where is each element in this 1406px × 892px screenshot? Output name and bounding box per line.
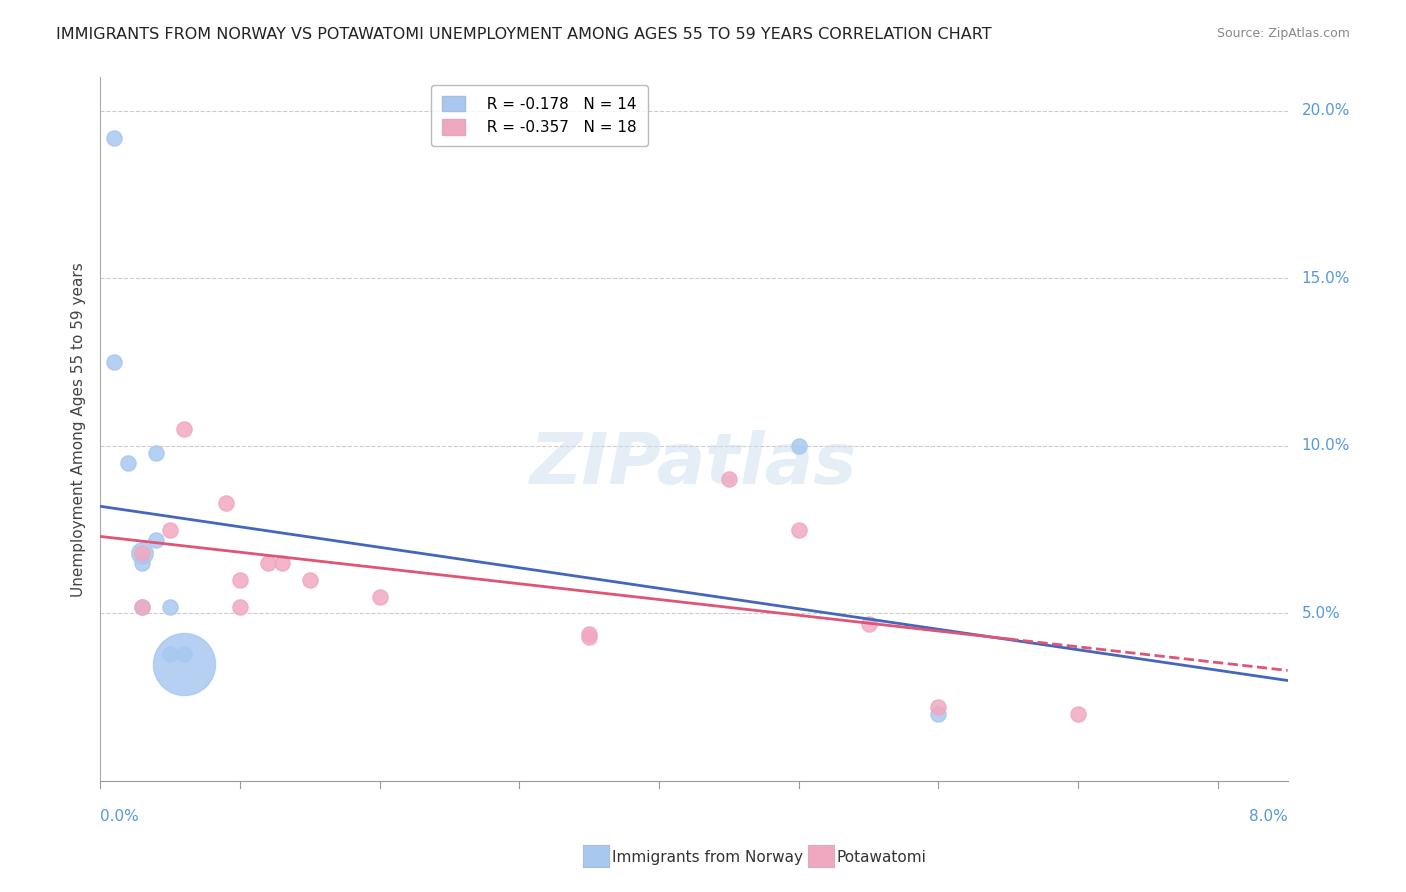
Text: Source: ZipAtlas.com: Source: ZipAtlas.com xyxy=(1216,27,1350,40)
Point xyxy=(256,556,278,570)
Point xyxy=(131,599,153,614)
Point xyxy=(103,355,125,369)
Point xyxy=(159,599,181,614)
Point xyxy=(173,657,195,671)
Point xyxy=(927,700,949,714)
Point xyxy=(578,626,600,640)
Point xyxy=(103,130,125,145)
Text: 8.0%: 8.0% xyxy=(1249,809,1288,824)
Point xyxy=(1067,706,1090,721)
Legend:   R = -0.178   N = 14,   R = -0.357   N = 18: R = -0.178 N = 14, R = -0.357 N = 18 xyxy=(432,85,648,146)
Point xyxy=(927,706,949,721)
Text: 15.0%: 15.0% xyxy=(1302,271,1350,286)
Point xyxy=(368,590,391,604)
Point xyxy=(787,523,810,537)
Point xyxy=(145,445,167,459)
Text: 5.0%: 5.0% xyxy=(1302,606,1340,621)
Point xyxy=(787,439,810,453)
Text: 20.0%: 20.0% xyxy=(1302,103,1350,119)
Point xyxy=(145,533,167,547)
Text: 0.0%: 0.0% xyxy=(100,809,139,824)
Point xyxy=(159,523,181,537)
Point xyxy=(578,630,600,644)
Point xyxy=(173,422,195,436)
Point xyxy=(215,496,238,510)
Point xyxy=(131,546,153,560)
Point xyxy=(270,556,292,570)
Point xyxy=(229,573,252,587)
Text: ZIPatlas: ZIPatlas xyxy=(530,430,858,499)
Point xyxy=(717,473,740,487)
Point xyxy=(117,456,139,470)
Point xyxy=(173,647,195,661)
Y-axis label: Unemployment Among Ages 55 to 59 years: Unemployment Among Ages 55 to 59 years xyxy=(72,262,86,597)
Text: Potawatomi: Potawatomi xyxy=(837,850,927,865)
Text: Immigrants from Norway: Immigrants from Norway xyxy=(612,850,803,865)
Point xyxy=(131,556,153,570)
Point xyxy=(159,647,181,661)
Point xyxy=(298,573,321,587)
Point xyxy=(131,599,153,614)
Point xyxy=(229,599,252,614)
Text: 10.0%: 10.0% xyxy=(1302,439,1350,453)
Point xyxy=(858,616,880,631)
Text: IMMIGRANTS FROM NORWAY VS POTAWATOMI UNEMPLOYMENT AMONG AGES 55 TO 59 YEARS CORR: IMMIGRANTS FROM NORWAY VS POTAWATOMI UNE… xyxy=(56,27,991,42)
Point xyxy=(131,546,153,560)
